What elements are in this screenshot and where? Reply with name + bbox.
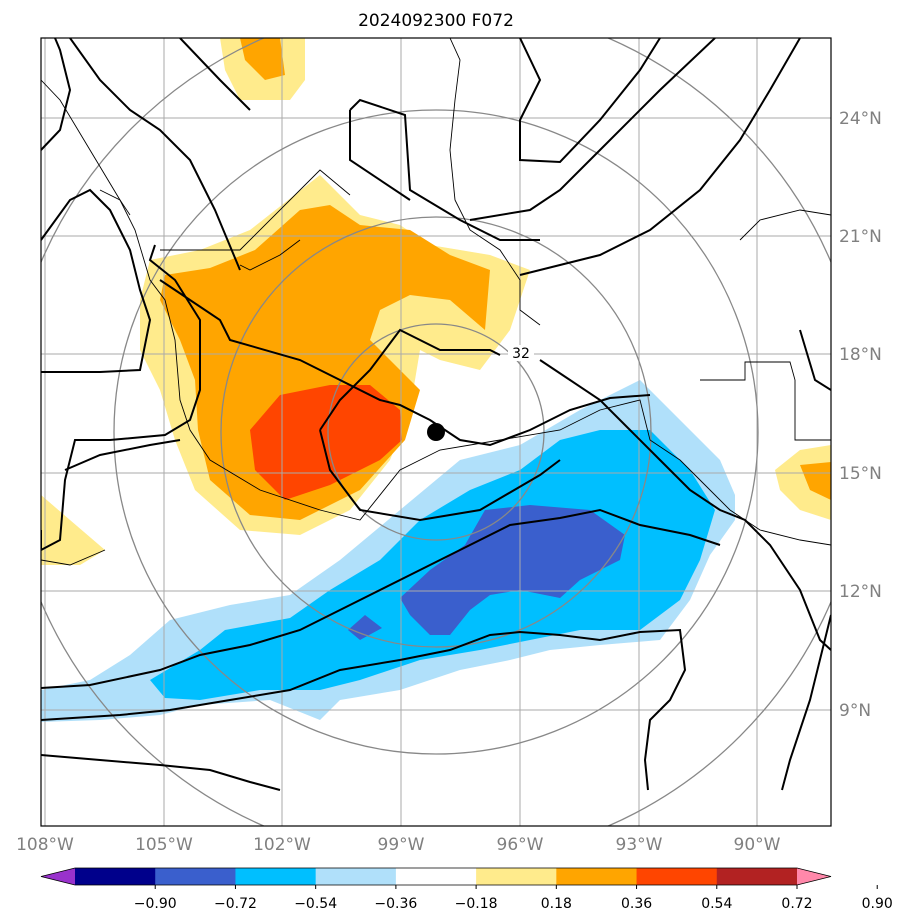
colorbar-outline <box>40 867 832 886</box>
contour-line <box>319 328 501 431</box>
colorbar-tick-label: 0.72 <box>781 896 812 912</box>
positive-mid-east <box>800 462 831 500</box>
contour-line <box>41 244 201 552</box>
lat-label: 18°N <box>839 345 882 365</box>
contour-line <box>469 38 716 221</box>
colorbar-tick-label: 0.18 <box>541 896 572 912</box>
lon-label: 105°W <box>135 835 193 855</box>
contour-line <box>159 279 651 447</box>
range-rings <box>41 38 831 826</box>
height-contours <box>41 38 831 791</box>
positive-mid-region <box>160 205 490 520</box>
negative-high-region <box>400 505 625 635</box>
colorbar-tick-label: 0.36 <box>621 896 652 912</box>
negative-high-small <box>348 615 382 640</box>
coastlines <box>41 38 831 566</box>
contour-line <box>41 38 72 151</box>
lon-label: 96°W <box>497 835 544 855</box>
contour-line <box>539 359 831 651</box>
lat-label: 24°N <box>839 109 882 129</box>
contour-line <box>349 98 540 241</box>
graticule <box>41 38 831 826</box>
colorbar-segment <box>235 868 317 885</box>
colorbar-tick-label: −0.36 <box>374 896 417 912</box>
contour-line <box>179 38 251 111</box>
colorbar-segment <box>476 868 557 885</box>
colorbar-tick-label: −0.18 <box>455 896 498 912</box>
colorbar-tick-label: −0.90 <box>134 896 177 912</box>
colorbar-segment <box>556 868 638 885</box>
colorbar-segment <box>636 868 718 885</box>
contour-line <box>519 38 661 164</box>
latitude-labels: 24°N 21°N 18°N 15°N 12°N 9°N <box>839 109 882 721</box>
lat-label: 9°N <box>839 701 871 721</box>
colorbar-tick-label: −0.72 <box>214 896 257 912</box>
colorbar-tick-label: −0.54 <box>294 896 337 912</box>
lat-label: 12°N <box>839 582 882 602</box>
contour-line <box>69 38 241 271</box>
lon-label: 102°W <box>253 835 311 855</box>
longitude-labels: 108°W 105°W 102°W 99°W 96°W 93°W 90°W <box>16 835 781 855</box>
map-area: 32 <box>41 38 831 826</box>
contour-line <box>349 110 411 201</box>
colorbar-segment <box>75 868 156 885</box>
contour-line <box>319 429 561 522</box>
contour-line <box>41 754 281 791</box>
lon-label: 99°W <box>378 835 425 855</box>
lon-label: 108°W <box>16 835 74 855</box>
lon-label: 93°W <box>616 835 663 855</box>
colorbar-extend-max <box>797 868 831 885</box>
contour-line <box>41 628 687 791</box>
lon-label: 90°W <box>734 835 781 855</box>
contour-line <box>799 329 831 391</box>
colorbar-tick-label: 0.90 <box>862 896 893 912</box>
colorbar-extend-min <box>41 868 75 885</box>
contour-line <box>41 188 152 373</box>
positive-high-region <box>250 385 402 500</box>
colorbar: −0.90 −0.72 −0.54 −0.36 −0.18 0.18 0.36 0.54 0.7… <box>40 867 893 912</box>
positive-mid-north <box>240 38 285 80</box>
contour-label: 32 <box>512 346 530 362</box>
colorbar-segment <box>155 868 236 885</box>
contour-line <box>781 614 831 791</box>
colorbar-segment <box>395 868 477 885</box>
colorbar-segment <box>315 868 397 885</box>
map-frame <box>40 37 832 827</box>
lat-label: 21°N <box>839 227 882 247</box>
colorbar-segment <box>716 868 798 885</box>
colorbar-tick-label: 0.54 <box>701 896 732 912</box>
contour-label-bg <box>508 345 534 361</box>
contour-line <box>519 38 801 276</box>
positive-light-west <box>41 495 105 565</box>
storm-center-marker <box>427 423 445 441</box>
lat-label: 15°N <box>839 464 882 484</box>
contour-line <box>41 508 721 689</box>
contour-line <box>64 439 181 471</box>
map-title: 2024092300 F072 <box>358 11 514 31</box>
